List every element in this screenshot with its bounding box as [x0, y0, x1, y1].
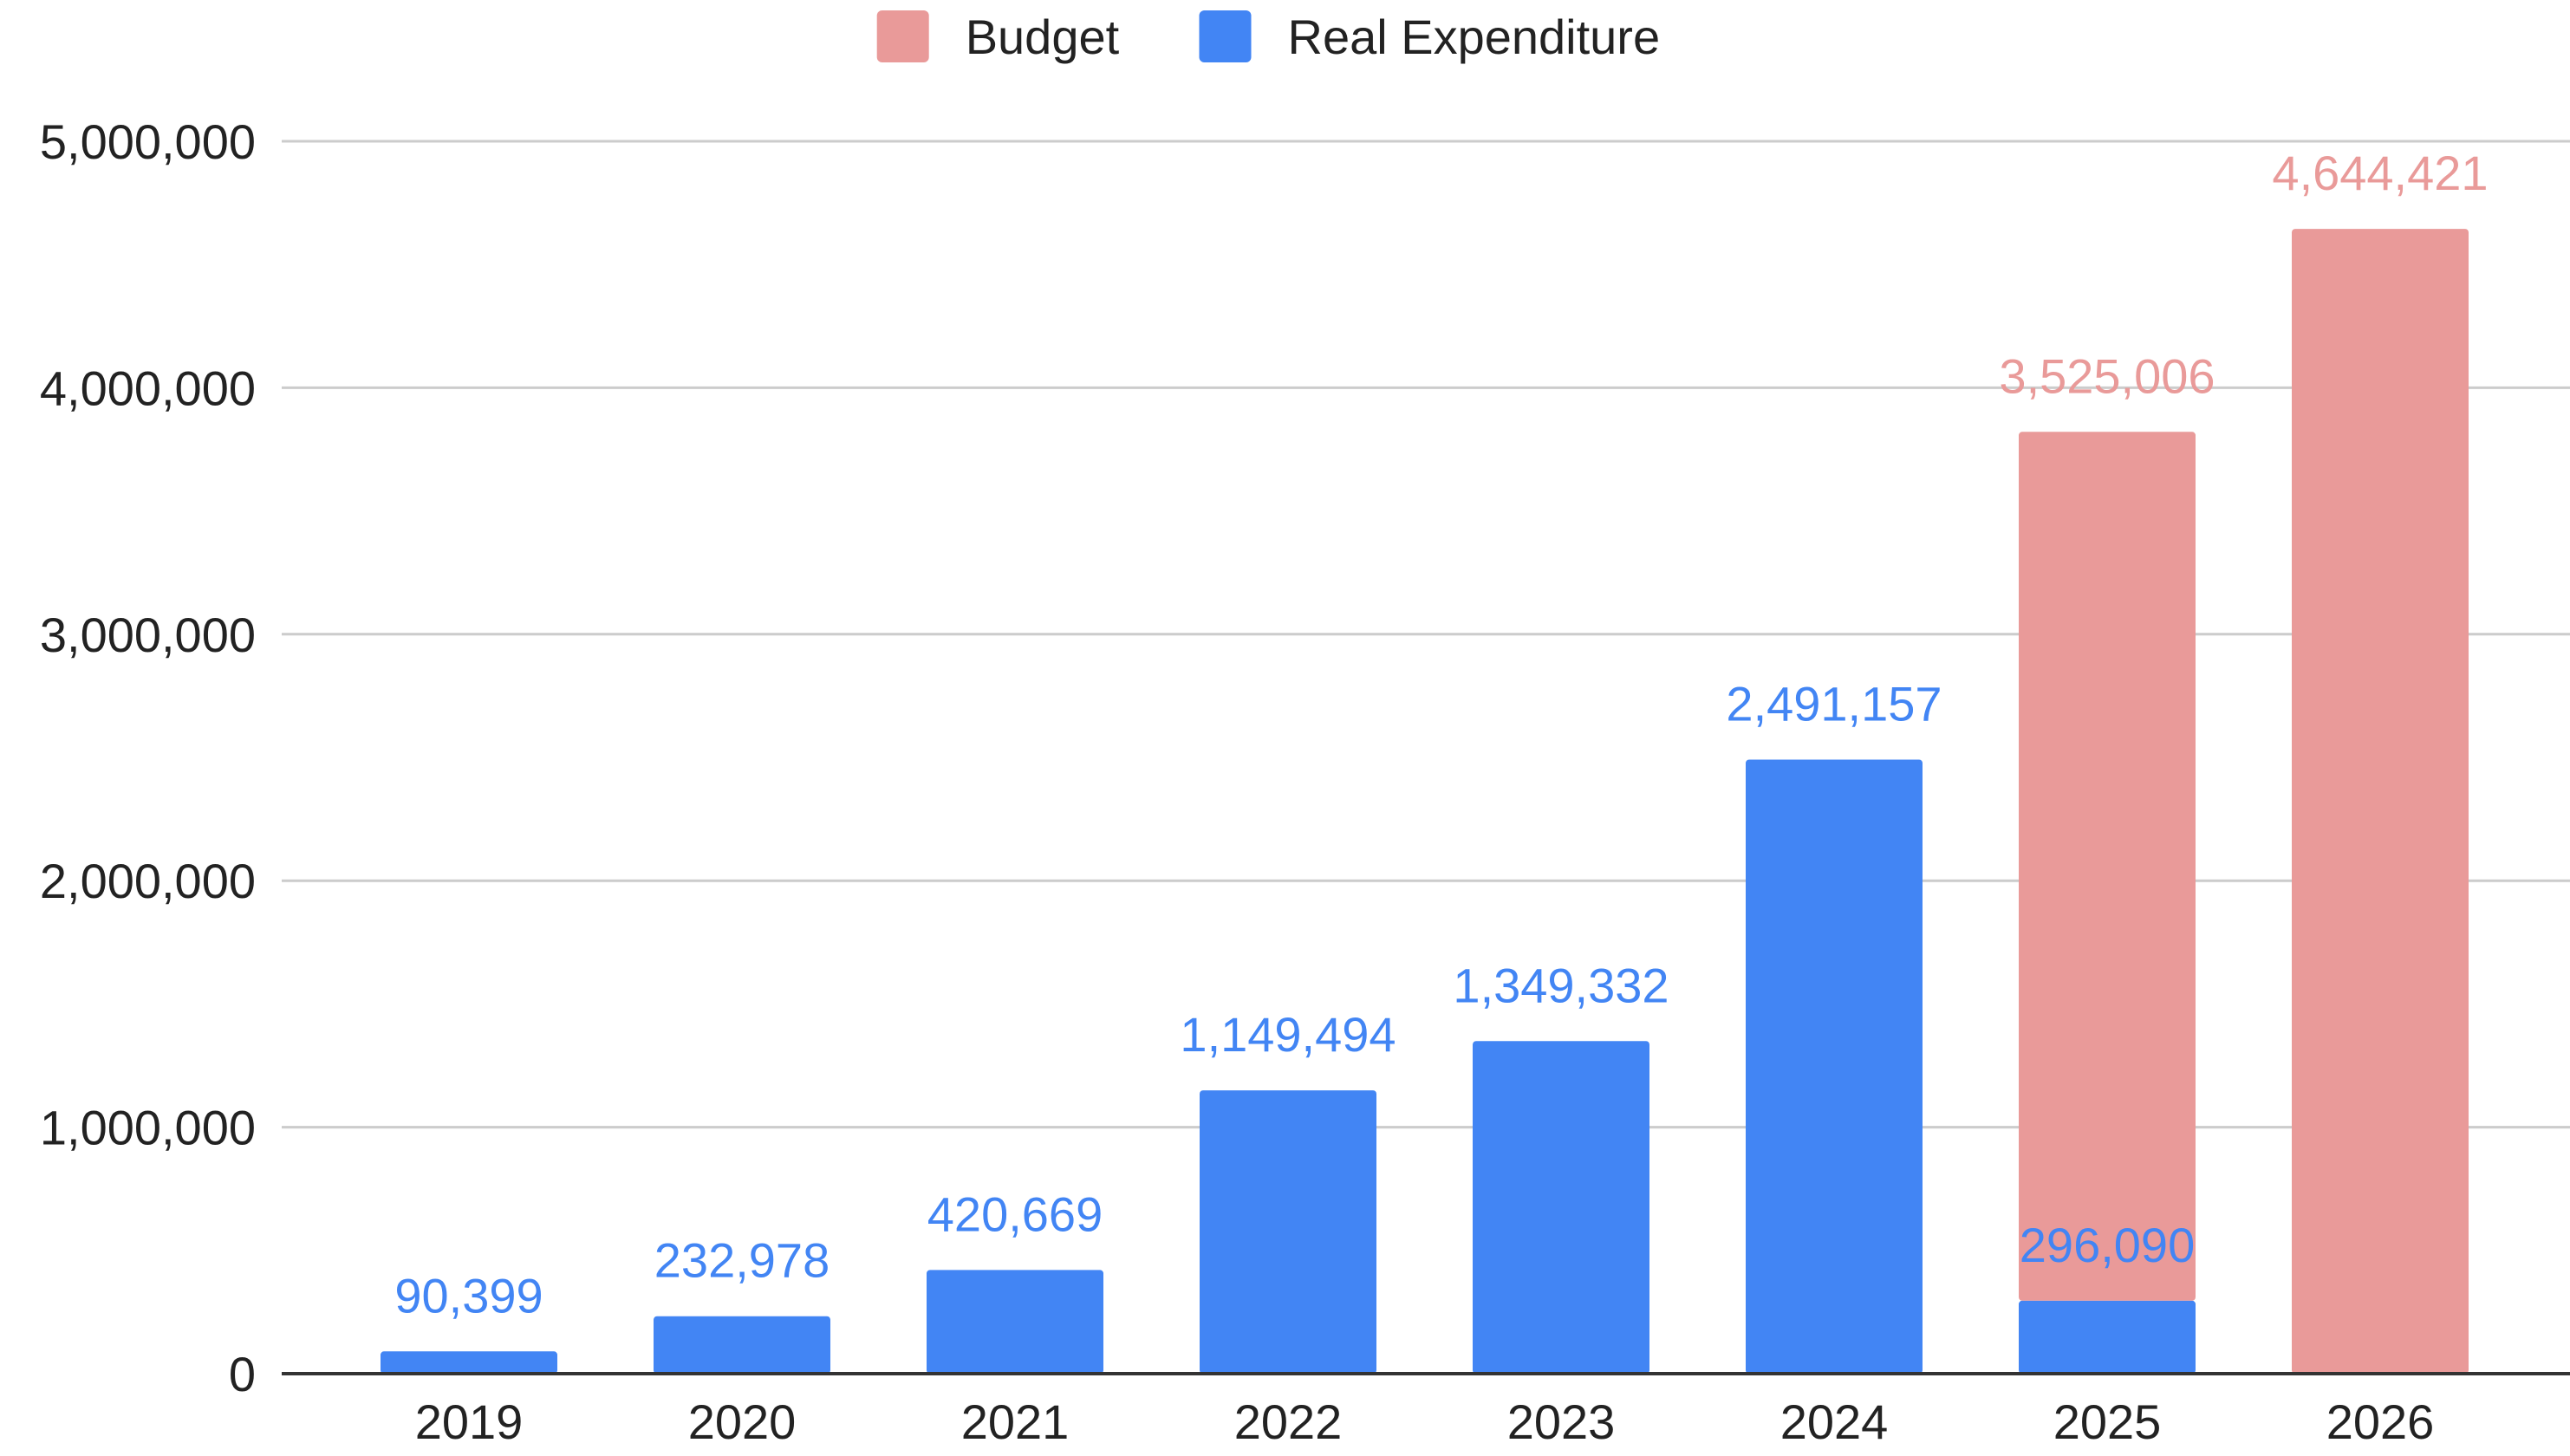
data-label: 90,399: [394, 1268, 543, 1323]
y-tick-label: 2,000,000: [40, 854, 256, 908]
bar-real-expenditure: [1746, 759, 1923, 1374]
x-tick-label: 2024: [1780, 1394, 1889, 1449]
gridlines: [282, 140, 2570, 1129]
data-label: 2,491,157: [1726, 677, 1942, 731]
bar-real-expenditure: [1473, 1041, 1649, 1374]
bar-real-expenditure: [1200, 1090, 1376, 1374]
data-label: 420,669: [927, 1186, 1103, 1241]
data-label: 4,644,421: [2272, 146, 2488, 200]
x-tick-label: 2019: [415, 1394, 524, 1449]
bar-real-expenditure: [654, 1316, 830, 1374]
legend-swatch: [876, 10, 929, 62]
y-tick-label: 0: [229, 1347, 256, 1401]
x-tick-label: 2021: [961, 1394, 1070, 1449]
y-tick-label: 5,000,000: [40, 114, 256, 169]
bar-real-expenditure: [2019, 1300, 2196, 1374]
legend: Budget Real Expenditure: [876, 10, 1661, 64]
x-tick-label: 2026: [2326, 1394, 2435, 1449]
bar-real-expenditure: [927, 1270, 1103, 1374]
legend-swatch: [1199, 10, 1252, 62]
legend-label: Budget: [966, 10, 1120, 64]
data-label: 3,525,006: [1999, 348, 2215, 403]
data-label: 1,149,494: [1180, 1007, 1396, 1062]
x-tick-label: 2023: [1507, 1394, 1616, 1449]
data-label: 296,090: [2020, 1218, 2195, 1272]
bar-real-expenditure: [381, 1351, 557, 1374]
bar-budget: [2019, 432, 2196, 1301]
x-tick-label: 2020: [688, 1394, 797, 1449]
data-labels: 90,399 232,978 420,669 1,149,494 1,349,332 2,…: [394, 146, 2488, 1323]
data-label: 1,349,332: [1453, 958, 1669, 1012]
legend-label: Real Expenditure: [1288, 10, 1661, 64]
bar-budget: [2292, 229, 2469, 1374]
x-tick-label: 2022: [1234, 1394, 1343, 1449]
data-label: 232,978: [654, 1233, 830, 1288]
axes: 0 1,000,000 2,000,000 3,000,000 4,000,000 5,0…: [40, 114, 2570, 1449]
y-tick-label: 4,000,000: [40, 361, 256, 415]
y-tick-label: 3,000,000: [40, 608, 256, 662]
bars: [381, 229, 2469, 1374]
y-tick-label: 1,000,000: [40, 1101, 256, 1155]
x-tick-label: 2025: [2053, 1394, 2162, 1449]
